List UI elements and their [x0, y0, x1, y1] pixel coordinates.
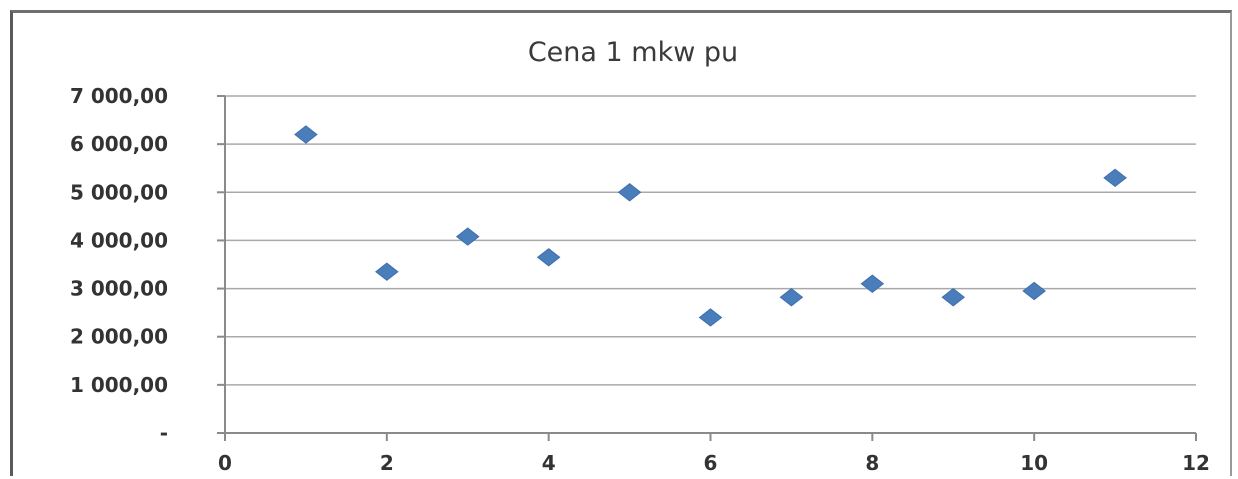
data-point [698, 308, 723, 327]
axes [217, 95, 1197, 441]
x-axis-tick-labels: 0 2 4 6 8 10 12 [218, 451, 1210, 475]
data-point [455, 227, 480, 246]
x-tick-label: 2 [380, 451, 394, 475]
data-point [941, 288, 966, 307]
x-tick-label: 8 [865, 451, 879, 475]
scatter-chart: Cena 1 mkw pu - 1 000,00 2 000,00 3 000,00 4… [70, 37, 1210, 475]
y-tick-label: 1 000,00 [70, 373, 168, 397]
data-point [779, 288, 804, 307]
y-tick-label: 3 000,00 [70, 277, 168, 301]
data-points [294, 125, 1127, 327]
data-point [1022, 281, 1046, 301]
y-axis-tick-labels: - 1 000,00 2 000,00 3 000,00 4 000,00 5 000,0… [70, 84, 168, 445]
x-tick-label: 4 [542, 451, 556, 475]
data-point [617, 183, 642, 202]
y-tick-label: 5 000,00 [70, 180, 168, 204]
gridlines [225, 95, 1196, 386]
y-tick-label: 4 000,00 [70, 228, 168, 252]
y-tick-label: 7 000,00 [70, 84, 168, 108]
chart-container: Cena 1 mkw pu - 1 000,00 2 000,00 3 000,00 4… [10, 10, 1232, 476]
x-tick-label: 6 [704, 451, 718, 475]
y-tick-label: 2 000,00 [70, 325, 168, 349]
data-point [294, 125, 318, 144]
data-point [536, 248, 561, 267]
y-tick-label: 6 000,00 [70, 132, 168, 156]
y-tick-label: - [160, 421, 168, 445]
data-point [860, 274, 885, 293]
x-tick-label: 12 [1182, 451, 1210, 475]
x-tick-label: 0 [218, 451, 232, 475]
data-point [375, 262, 399, 281]
x-tick-label: 10 [1020, 451, 1048, 475]
data-point [1103, 168, 1127, 188]
chart-title: Cena 1 mkw pu [528, 37, 738, 68]
